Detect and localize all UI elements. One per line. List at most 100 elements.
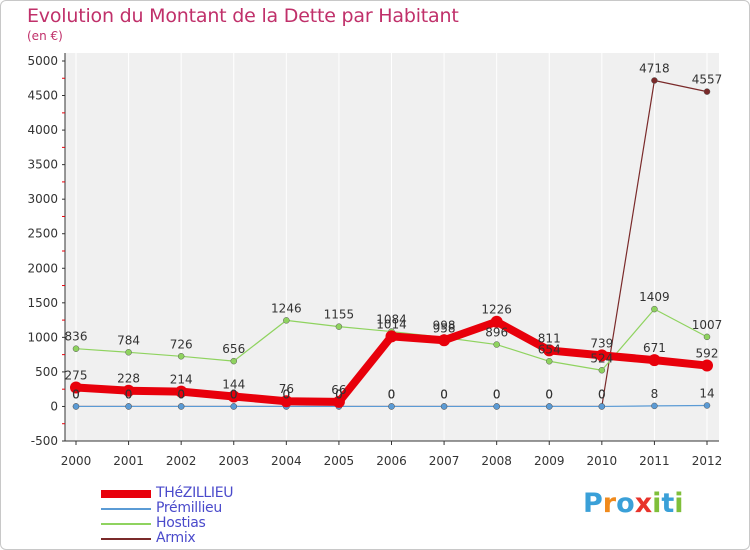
y-tick-label: 1500: [27, 296, 58, 310]
data-label: 0: [598, 387, 606, 401]
y-tick-label: 500: [35, 365, 58, 379]
data-label: 0: [545, 387, 553, 401]
x-tick-label: 2005: [324, 454, 355, 468]
data-label: 656: [222, 342, 245, 356]
data-point: [280, 395, 293, 408]
proxiti-logo: Proxiti: [583, 488, 684, 519]
data-label: 0: [125, 387, 133, 401]
data-label: 1246: [271, 301, 302, 315]
data-label: 76: [279, 382, 294, 396]
data-label: 0: [493, 387, 501, 401]
data-label: 66: [331, 383, 346, 397]
data-point: [72, 345, 80, 352]
data-label: 0: [283, 387, 291, 401]
data-label: 726: [170, 337, 193, 351]
data-label: 144: [222, 378, 245, 392]
data-point: [703, 402, 711, 409]
data-point: [227, 390, 240, 403]
data-point: [651, 305, 658, 313]
data-label: 0: [335, 387, 343, 401]
y-tick-label: -500: [31, 434, 58, 448]
data-point: [230, 357, 237, 365]
data-point: [175, 385, 188, 398]
x-tick-label: 2012: [692, 454, 723, 468]
data-point: [598, 403, 606, 410]
chart-subtitle: (en €): [27, 29, 63, 43]
y-tick-label: 2000: [27, 261, 58, 275]
x-tick-label: 2003: [218, 454, 249, 468]
y-tick-label: 5000: [27, 54, 58, 68]
legend-label-hostias: Hostias: [156, 515, 206, 531]
data-point: [125, 403, 132, 410]
chart-title: Evolution du Montant de la Dette par Hab…: [27, 5, 459, 27]
legend-swatch-thezillieu: [101, 490, 151, 498]
data-point: [701, 359, 713, 372]
x-tick-label: 2010: [587, 454, 618, 468]
x-tick-label: 2006: [376, 454, 407, 468]
x-tick-label: 2001: [113, 454, 144, 468]
data-label: 4718: [639, 61, 670, 75]
data-label: 0: [598, 387, 606, 401]
data-label: 0: [388, 387, 396, 401]
data-label: 654: [538, 342, 561, 356]
data-label: 811: [538, 331, 561, 345]
data-label: 0: [230, 387, 238, 401]
data-label: 228: [117, 372, 140, 386]
data-point: [648, 354, 661, 367]
logo-letter: r: [602, 488, 617, 519]
data-point: [388, 403, 395, 410]
data-point: [385, 330, 398, 343]
data-point: [490, 315, 503, 328]
logo-letter: i: [674, 488, 684, 519]
data-point: [122, 384, 135, 397]
data-label: 0: [440, 387, 448, 401]
data-label: 524: [590, 351, 613, 365]
data-label: 0: [72, 387, 80, 401]
data-label: 4557: [692, 73, 723, 87]
legend-label-armix: Armix: [156, 530, 196, 546]
y-tick-label: 1000: [27, 330, 58, 344]
y-tick-label: 4000: [27, 123, 58, 137]
data-label: 1226: [481, 303, 512, 317]
data-point: [595, 349, 608, 362]
legend-swatch-hostias: [101, 523, 151, 525]
legend-swatch-premillieu: [101, 508, 151, 510]
data-point: [546, 358, 553, 365]
data-label: 0: [440, 387, 448, 401]
data-label: 0: [545, 387, 553, 401]
data-label: 1007: [692, 318, 723, 332]
data-label: 0: [493, 387, 501, 401]
y-tick-label: 0: [50, 399, 58, 413]
data-point: [125, 349, 132, 356]
x-tick-label: 2000: [61, 454, 92, 468]
data-point: [651, 77, 658, 84]
x-tick-label: 2007: [429, 454, 460, 468]
data-label: 8: [651, 387, 659, 401]
data-label: 1014: [376, 317, 407, 331]
legend-label-thezillieu: THéZILLIEU: [156, 485, 234, 501]
data-label: 0: [177, 387, 185, 401]
data-label: 1155: [324, 308, 355, 322]
data-point: [283, 317, 290, 324]
data-label: 1084: [376, 313, 407, 327]
y-tick-label: 2500: [27, 227, 58, 241]
y-tick-label: 4500: [27, 89, 58, 103]
data-label: 275: [65, 368, 88, 382]
x-tick-label: 2009: [534, 454, 565, 468]
data-label: 0: [230, 387, 238, 401]
legend-swatch-armix: [101, 538, 151, 540]
data-label: 0: [335, 387, 343, 401]
data-label: 14: [699, 386, 714, 400]
data-label: 1409: [639, 290, 670, 304]
data-label: 0: [125, 387, 133, 401]
logo-letter: t: [661, 488, 675, 519]
data-point: [335, 323, 343, 330]
data-point: [598, 367, 606, 374]
legend-label-premillieu: Prémillieu: [156, 500, 222, 516]
logo-letter: P: [583, 488, 603, 519]
data-point: [440, 403, 448, 410]
logo-letter: o: [616, 488, 635, 519]
x-tick-label: 2004: [271, 454, 302, 468]
